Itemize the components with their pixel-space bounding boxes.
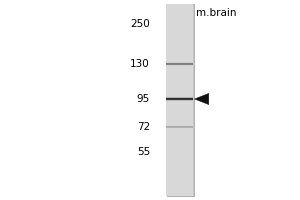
- Bar: [167, 4, 194, 196]
- Text: 250: 250: [130, 19, 150, 29]
- Polygon shape: [194, 93, 209, 105]
- Text: m.brain: m.brain: [196, 8, 236, 18]
- Text: 130: 130: [130, 59, 150, 69]
- Bar: [167, 4, 194, 196]
- Text: 95: 95: [137, 94, 150, 104]
- Text: 55: 55: [137, 147, 150, 157]
- Text: 72: 72: [137, 122, 150, 132]
